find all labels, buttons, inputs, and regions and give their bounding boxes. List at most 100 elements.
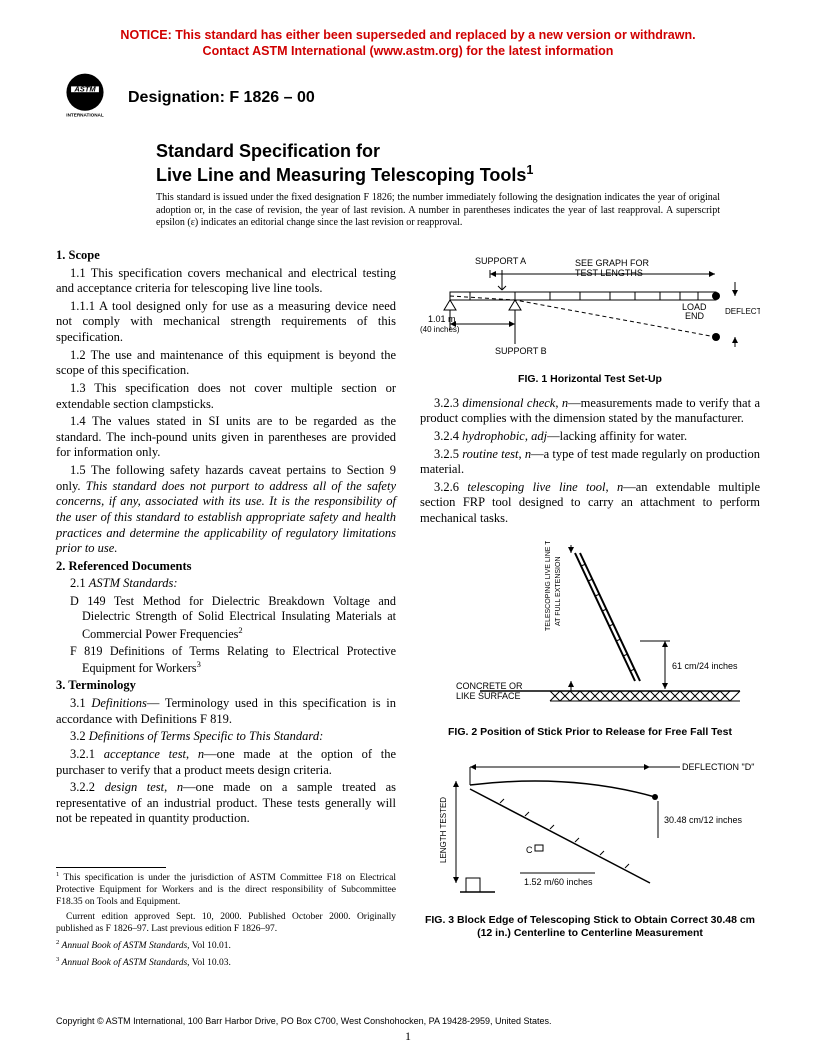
notice-line1: NOTICE: This standard has either been su… [120, 28, 695, 42]
figure-3: DEFLECTION "D" LENGTH TESTED [420, 753, 760, 903]
fig1-dim1: 1.01 m [428, 314, 456, 324]
para-3-2-2: 3.2.2 design test, n—one made on a sampl… [56, 780, 396, 827]
p325a: 3.2.5 [434, 447, 462, 461]
fig2-label2: AT FULL EXTENSION [555, 556, 562, 626]
title: Standard Specification for Live Line and… [156, 141, 760, 186]
figure-2: TELESCOPING LIVE LINE TOOL AT FULL EXTEN… [420, 541, 760, 716]
p324d: adj [531, 429, 547, 443]
ref-f819: F 819 Definitions of Terms Relating to E… [56, 644, 396, 677]
footnote-1b: Current edition approved Sept. 10, 2000.… [56, 912, 396, 936]
p321a: 3.2.1 [70, 747, 104, 761]
para-1-5b: This standard does not purport to addres… [56, 479, 396, 556]
p32b: Definitions of Terms Specific to This St… [89, 729, 324, 743]
footnote-2: 2 Annual Book of ASTM Standards, Vol 10.… [56, 939, 396, 953]
p323b: dimensional check [462, 396, 555, 410]
p323a: 3.2.3 [434, 396, 462, 410]
p324a: 3.2.4 [434, 429, 462, 443]
fig2-label1: TELESCOPING LIVE LINE TOOL [545, 541, 552, 631]
ref-f819-sup: 3 [197, 659, 201, 669]
fig1-dim2: (40 inches) [420, 325, 460, 334]
p324e: —lacking affinity for water. [547, 429, 687, 443]
designation: Designation: F 1826 – 00 [128, 89, 315, 107]
figure-1: SUPPORT A SEE GRAPH FOR TEST LENGTHS [420, 252, 760, 362]
fig3-caption: FIG. 3 Block Edge of Telescoping Stick t… [420, 914, 760, 940]
p326a: 3.2.6 [434, 480, 467, 494]
notice-banner: NOTICE: This standard has either been su… [56, 28, 760, 59]
logo-text-top: ASTM [73, 85, 96, 94]
p32a: 3.2 [70, 729, 89, 743]
fig1-deflection: DEFLECTION [725, 307, 760, 316]
para-1-4: 1.4 The values stated in SI units are to… [56, 414, 396, 461]
fn2a: Annual Book of ASTM Standards [59, 941, 187, 951]
columns: 1. Scope 1.1 This specification covers m… [56, 248, 760, 970]
fn3a: Annual Book of ASTM Standards [59, 958, 187, 968]
notice-line2: Contact ASTM International (www.astm.org… [203, 44, 614, 58]
p321c: , [186, 747, 198, 761]
p324b: hydrophobic [462, 429, 525, 443]
fig1-see-graph: SEE GRAPH FOR [575, 258, 650, 268]
para-2-1-label: ASTM Standards: [89, 576, 178, 590]
logo-text-bottom: INTERNATIONAL [66, 113, 104, 118]
fig1-support-a: SUPPORT A [475, 256, 526, 266]
para-2-1: 2.1 ASTM Standards: [56, 576, 396, 592]
astm-logo: ASTM INTERNATIONAL [56, 69, 114, 127]
para-1-5: 1.5 The following safety hazards caveat … [56, 463, 396, 557]
p322a: 3.2.2 [70, 780, 105, 794]
para-3-1: 3.1 Definitions— Terminology used in thi… [56, 696, 396, 727]
title-line1: Standard Specification for [156, 141, 380, 161]
fn1a: This specification is under the jurisdic… [56, 873, 396, 907]
footnote-rule [56, 867, 166, 868]
fig2-dim: 61 cm/24 inches [672, 661, 738, 671]
p326b: telescoping live line tool [467, 480, 605, 494]
footnote-1: 1 This specification is under the jurisd… [56, 871, 396, 909]
para-1-2: 1.2 The use and maintenance of this equi… [56, 348, 396, 379]
title-block: Standard Specification for Live Line and… [156, 141, 760, 186]
para-3-2: 3.2 Definitions of Terms Specific to Thi… [56, 729, 396, 745]
p326c: , [606, 480, 617, 494]
fig1-load2: END [685, 311, 705, 321]
term-heading: 3. Terminology [56, 678, 396, 694]
fig1-support-b: SUPPORT B [495, 346, 547, 356]
fig2-caption: FIG. 2 Position of Stick Prior to Releas… [420, 726, 760, 739]
fig2-concrete: CONCRETE OR [456, 681, 523, 691]
para-1-1: 1.1 This specification covers mechanical… [56, 266, 396, 297]
ref-f819-text: F 819 Definitions of Terms Relating to E… [70, 644, 396, 675]
page-number: 1 [0, 1029, 816, 1044]
copyright: Copyright © ASTM International, 100 Barr… [56, 1016, 552, 1026]
p325b: routine test [462, 447, 518, 461]
p31a: 3.1 [70, 696, 91, 710]
fn2b: , Vol 10.01. [187, 941, 231, 951]
footnote-3: 3 Annual Book of ASTM Standards, Vol 10.… [56, 956, 396, 970]
para-3-2-1: 3.2.1 acceptance test, n—one made at the… [56, 747, 396, 778]
ref-d149: D 149 Test Method for Dielectric Breakdo… [56, 594, 396, 642]
fig3-dim1: 30.48 cm/12 inches [664, 815, 743, 825]
fig1-test-lengths: TEST LENGTHS [575, 268, 643, 278]
left-column: 1. Scope 1.1 This specification covers m… [56, 248, 396, 970]
p31b: Definitions [91, 696, 147, 710]
fig3-deflection: DEFLECTION "D" [682, 762, 754, 772]
issue-note: This standard is issued under the fixed … [156, 192, 720, 230]
page: NOTICE: This standard has either been su… [0, 0, 816, 1056]
right-column: SUPPORT A SEE GRAPH FOR TEST LENGTHS [420, 248, 760, 970]
ref-d149-text: D 149 Test Method for Dielectric Breakdo… [70, 594, 396, 641]
para-1-1-1: 1.1.1 A tool designed only for use as a … [56, 299, 396, 346]
para-3-2-6: 3.2.6 telescoping live line tool, n—an e… [420, 480, 760, 527]
ref-d149-sup: 2 [238, 625, 242, 635]
header-row: ASTM INTERNATIONAL Designation: F 1826 –… [56, 69, 760, 127]
fn3b: , Vol 10.03. [187, 958, 231, 968]
fig1-caption: FIG. 1 Horizontal Test Set-Up [420, 373, 760, 386]
para-3-2-4: 3.2.4 hydrophobic, adj—lacking affinity … [420, 429, 760, 445]
svg-text:C: C [526, 845, 533, 855]
fig2-surface: LIKE SURFACE [456, 691, 521, 701]
p321b: acceptance test [104, 747, 186, 761]
para-2-1-num: 2.1 [70, 576, 89, 590]
fig3-dim2: 1.52 m/60 inches [524, 877, 593, 887]
refs-heading: 2. Referenced Documents [56, 559, 396, 575]
para-3-2-5: 3.2.5 routine test, n—a type of test mad… [420, 447, 760, 478]
title-sup: 1 [526, 163, 533, 177]
para-1-3: 1.3 This specification does not cover mu… [56, 381, 396, 412]
p322b: design test [105, 780, 165, 794]
p322c: , [164, 780, 177, 794]
scope-heading: 1. Scope [56, 248, 396, 264]
fig3-length: LENGTH TESTED [439, 797, 448, 863]
